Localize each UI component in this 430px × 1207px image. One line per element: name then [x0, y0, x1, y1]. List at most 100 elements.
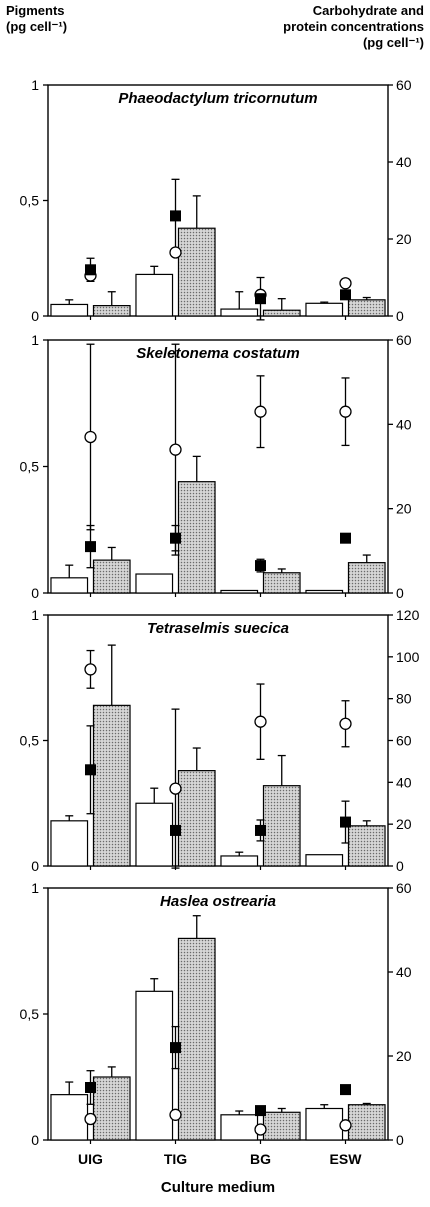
- filled-square-point: [170, 824, 181, 836]
- right-tick-label: 20: [396, 501, 412, 517]
- filled-square-point: [170, 210, 181, 222]
- left-tick-label: 0,5: [20, 193, 40, 209]
- right-axis-unit: (pg cell⁻¹): [362, 35, 424, 50]
- hatched-bar: [347, 1104, 386, 1141]
- open-circle-point: [169, 782, 182, 795]
- left-tick-label: 1: [31, 880, 39, 896]
- right-tick-label: 80: [396, 691, 412, 707]
- right-axis-title-line2: protein concentrations: [283, 19, 424, 34]
- open-circle-point: [84, 430, 97, 444]
- white-bar: [220, 855, 259, 867]
- open-circle-point: [254, 715, 267, 728]
- open-circle-point: [169, 246, 182, 259]
- white-bar: [305, 854, 344, 867]
- category-label: TIG: [164, 1151, 187, 1167]
- open-circle-point: [339, 1119, 352, 1132]
- hatched-bar: [347, 825, 386, 867]
- hatched-bar: [177, 937, 216, 1141]
- right-tick-label: 40: [396, 774, 412, 790]
- x-axis-title: Culture medium: [161, 1179, 275, 1196]
- filled-square-point: [85, 764, 96, 776]
- right-axis-title-line1: Carbohydrate and: [312, 3, 424, 18]
- hatched-bar: [262, 1111, 301, 1141]
- hatched-bar: [92, 305, 131, 317]
- open-circle-point: [254, 1123, 267, 1136]
- open-circle-point: [254, 405, 267, 418]
- right-tick-label: 0: [396, 585, 404, 601]
- white-bar: [305, 589, 344, 594]
- right-tick-label: 0: [396, 858, 404, 874]
- left-tick-label: 1: [31, 607, 39, 623]
- white-bar: [135, 573, 174, 594]
- right-tick-label: 60: [396, 77, 412, 93]
- right-tick-label: 20: [396, 816, 412, 832]
- filled-square-point: [255, 293, 266, 305]
- filled-square-point: [340, 289, 351, 301]
- right-tick-label: 100: [396, 649, 420, 665]
- panel-frame: [47, 339, 389, 594]
- open-circle-point: [169, 1108, 182, 1121]
- category-label: BG: [250, 1151, 271, 1167]
- panel-title: Haslea ostrearia: [160, 893, 276, 910]
- left-tick-label: 0: [31, 585, 39, 601]
- white-bar: [305, 1107, 344, 1141]
- left-tick-label: 1: [31, 77, 39, 93]
- category-label: ESW: [330, 1151, 363, 1167]
- white-bar: [220, 1114, 259, 1141]
- open-circle-point: [339, 405, 352, 418]
- right-tick-label: 20: [396, 1048, 412, 1064]
- right-tick-label: 40: [396, 964, 412, 980]
- hatched-bar: [92, 704, 131, 867]
- panel-3: 0 0,5 1 0 20 40 60 80 100 120 Tetraselmis suecica: [20, 607, 420, 874]
- right-axis-header: Carbohydrate and protein concentrations …: [283, 3, 424, 51]
- white-bar: [135, 273, 174, 317]
- hatched-bar: [177, 770, 216, 867]
- white-bar: [50, 820, 89, 867]
- left-axis-unit: (pg cell⁻¹): [6, 19, 68, 34]
- right-tick-label: 40: [396, 154, 412, 170]
- filled-square-point: [85, 264, 96, 276]
- filled-square-point: [85, 541, 96, 553]
- open-circle-point: [169, 443, 182, 456]
- left-tick-label: 0,5: [20, 733, 40, 749]
- white-bar: [220, 308, 259, 317]
- white-bar: [305, 302, 344, 317]
- left-tick-label: 0,5: [20, 459, 40, 475]
- hatched-bar: [177, 481, 216, 594]
- right-tick-label: 60: [396, 332, 412, 348]
- right-tick-label: 60: [396, 733, 412, 749]
- right-tick-label: 40: [396, 416, 412, 432]
- hatched-bar: [92, 1076, 131, 1141]
- panel-1: 0 0,5 1 0 20 40 60 Phaeodactylum tricornutum: [20, 77, 412, 324]
- white-bar: [50, 1094, 89, 1141]
- right-tick-label: 20: [396, 231, 412, 247]
- filled-square-point: [255, 560, 266, 572]
- panel-4: 0 0,5 1 0 20 40 60 Haslea ostrearia: [20, 880, 412, 1148]
- open-circle-point: [339, 717, 352, 730]
- category-label: UIG: [78, 1151, 103, 1167]
- hatched-bar: [262, 572, 301, 594]
- white-bar: [135, 802, 174, 867]
- right-tick-label: 0: [396, 308, 404, 324]
- panel-title: Skeletonema costatum: [136, 345, 299, 362]
- filled-square-point: [340, 816, 351, 828]
- panel-2: 0 0,5 1 0 20 40 60 Skeletonema costatum: [20, 332, 412, 601]
- right-tick-label: 60: [396, 880, 412, 896]
- filled-square-point: [170, 1042, 181, 1054]
- hatched-bar: [347, 562, 386, 594]
- left-tick-label: 0: [31, 308, 39, 324]
- hatched-bar: [347, 299, 386, 317]
- hatched-bar: [92, 559, 131, 594]
- hatched-bar: [177, 227, 216, 317]
- filled-square-point: [255, 1105, 266, 1117]
- panel-frame: [47, 84, 389, 317]
- hatched-bar: [262, 785, 301, 867]
- panel-title: Phaeodactylum tricornutum: [118, 90, 317, 107]
- open-circle-point: [84, 663, 97, 676]
- filled-square-point: [255, 824, 266, 836]
- left-tick-label: 0: [31, 858, 39, 874]
- filled-square-point: [340, 532, 351, 544]
- left-tick-label: 0: [31, 1132, 39, 1148]
- right-tick-label: 0: [396, 1132, 404, 1148]
